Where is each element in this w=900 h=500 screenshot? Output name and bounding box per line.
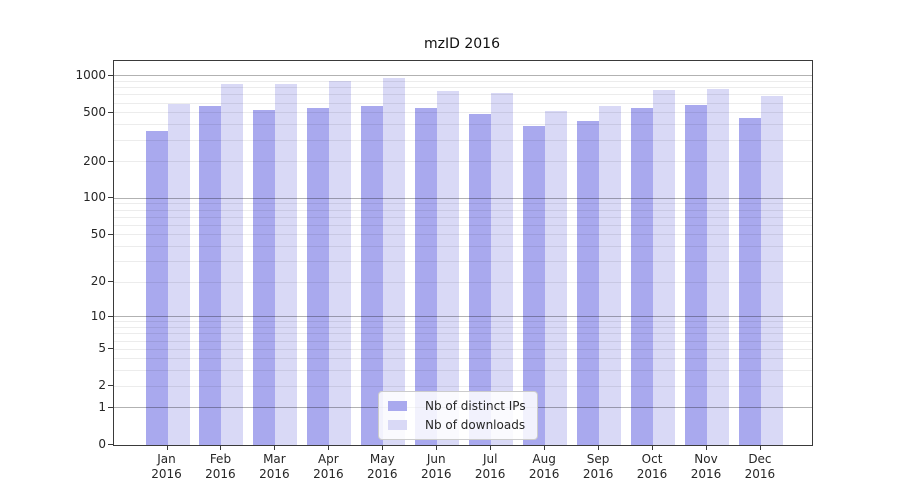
legend-swatch-downloads — [388, 420, 407, 430]
bar-distinct-ips-jan — [145, 131, 168, 445]
bar-downloads-nov — [707, 89, 729, 445]
bar-downloads-dec — [760, 95, 783, 445]
x-tick-label: Jun 2016 — [420, 452, 452, 481]
y-tick-mark — [108, 233, 113, 235]
x-tick-mark — [274, 445, 276, 450]
y-tick-label: 1000 — [75, 67, 106, 82]
y-tick-label: 0 — [98, 437, 106, 451]
y-tick-mark — [108, 281, 113, 283]
y-tick-mark — [108, 348, 113, 350]
y-tick-label: 500 — [83, 104, 106, 119]
y-tick-mark — [108, 385, 113, 387]
bar-distinct-ips-nov — [685, 104, 707, 445]
y-tick-mark — [108, 111, 113, 113]
legend-label-downloads: Nb of downloads — [425, 418, 526, 432]
x-tick-label: Aug 2016 — [528, 452, 560, 481]
x-tick-label: Mar 2016 — [259, 452, 290, 481]
x-tick-mark — [652, 445, 654, 450]
y-tick-label: 20 — [90, 274, 106, 289]
x-tick-label: Dec 2016 — [744, 452, 776, 481]
x-tick-mark — [544, 445, 546, 450]
bar-downloads-apr — [329, 81, 352, 445]
bar-distinct-ips-feb — [199, 106, 222, 445]
x-tick-mark — [328, 445, 330, 450]
bar-downloads-oct — [653, 90, 676, 445]
x-tick-mark — [220, 445, 222, 450]
y-tick-label: 200 — [83, 153, 106, 168]
x-tick-mark — [598, 445, 600, 450]
chart-title: mzID 2016 — [424, 36, 500, 52]
y-tick-mark — [108, 74, 113, 76]
bar-distinct-ips-aug — [523, 126, 546, 445]
legend-label-distinct-ips: Nb of distinct IPs — [425, 399, 526, 413]
x-tick-label: Sep 2016 — [582, 452, 614, 481]
bar-distinct-ips-jun — [415, 107, 438, 445]
bar-distinct-ips-mar — [253, 110, 276, 445]
bar-downloads-jun — [437, 91, 460, 445]
bar-distinct-ips-dec — [738, 118, 761, 445]
x-tick-label: Feb 2016 — [205, 452, 236, 481]
x-tick-mark — [706, 445, 707, 450]
bar-downloads-jan — [167, 103, 190, 445]
bar-downloads-aug — [545, 110, 568, 445]
plot-area: Nb of distinct IPs Nb of downloads — [113, 60, 813, 446]
gridline-major — [114, 75, 812, 77]
x-tick-label: Jul 2016 — [474, 452, 506, 481]
bar-distinct-ips-sep — [577, 120, 600, 445]
y-tick-mark — [108, 160, 113, 162]
x-tick-label: Apr 2016 — [313, 452, 344, 481]
x-tick-label: Oct 2016 — [636, 452, 668, 481]
y-tick-label: 100 — [83, 190, 106, 205]
bar-downloads-may — [383, 77, 406, 445]
x-tick-label: May 2016 — [367, 452, 398, 481]
gridline-minor — [114, 80, 812, 82]
y-tick-mark — [108, 444, 113, 445]
x-tick-mark — [382, 445, 384, 450]
bar-distinct-ips-may — [361, 106, 384, 445]
bar-distinct-ips-jul — [469, 113, 492, 445]
bar-distinct-ips-apr — [307, 108, 330, 445]
x-tick-mark — [759, 445, 761, 450]
legend: Nb of distinct IPs Nb of downloads — [378, 391, 538, 440]
bar-downloads-mar — [275, 83, 298, 445]
x-tick-label: Jan 2016 — [151, 452, 182, 481]
legend-swatch-distinct-ips — [388, 401, 407, 411]
legend-item-distinct-ips: Nb of distinct IPs — [388, 399, 526, 413]
y-tick-mark — [108, 197, 113, 199]
y-tick-label: 50 — [90, 226, 106, 241]
bar-distinct-ips-oct — [631, 107, 654, 445]
y-tick-label: 10 — [90, 308, 106, 323]
x-tick-mark — [436, 445, 438, 450]
gridline-minor — [114, 87, 812, 89]
bar-downloads-jul — [491, 92, 514, 445]
y-tick-label: 1 — [98, 399, 106, 414]
y-tick-mark — [108, 315, 113, 317]
x-tick-mark — [490, 445, 492, 450]
y-tick-mark — [108, 406, 113, 408]
y-tick-label: 5 — [98, 341, 106, 356]
legend-item-downloads: Nb of downloads — [388, 418, 526, 432]
x-tick-label: Nov 2016 — [690, 452, 722, 481]
x-tick-mark — [166, 445, 168, 450]
y-tick-label: 2 — [98, 378, 106, 393]
bar-downloads-feb — [221, 83, 244, 445]
bar-downloads-sep — [599, 105, 622, 445]
